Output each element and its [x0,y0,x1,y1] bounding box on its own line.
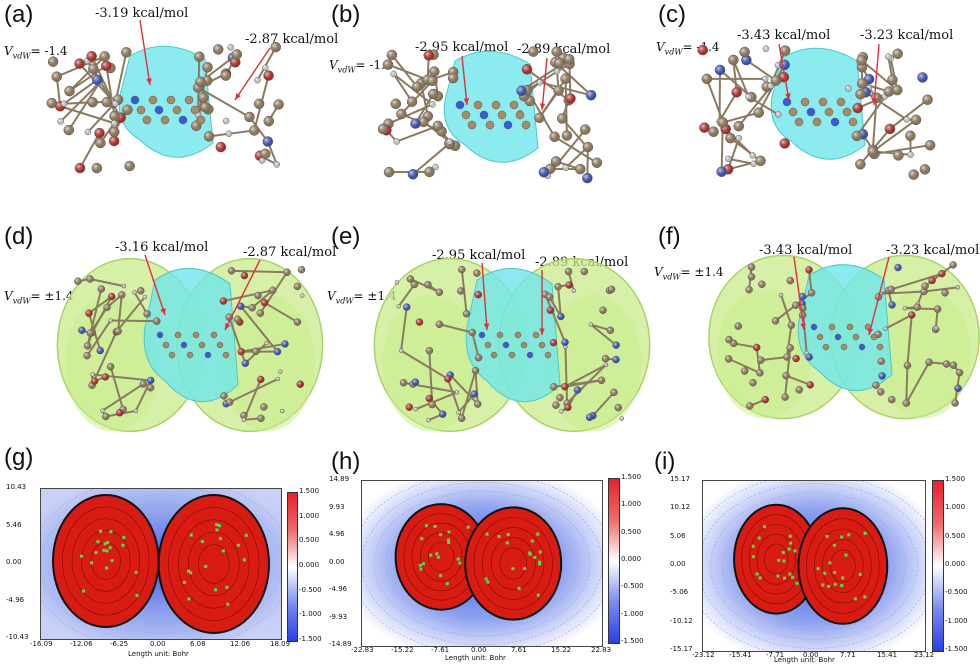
tick-label: -14.89 [329,641,352,648]
x-tick-label: 15.41 [877,652,897,659]
tick-label: -4.96 [6,597,24,604]
x-tick-label: 18.09 [270,641,290,648]
tick-label: -9.93 [329,614,347,621]
tick-label: -0.500 [299,587,322,594]
panel-f: (f) VvdW= ±1.4 -3.43 kcal/mol -3.23 kcal… [654,205,980,440]
tick-label: 0.000 [945,561,965,568]
tick-label: 5.06 [670,533,686,540]
tick-label: 15.17 [670,476,690,483]
tick-label: -4.96 [329,586,347,593]
tick-label: 0.000 [299,562,319,569]
x-tick-label: 12.06 [230,641,250,648]
tick-label: -1.000 [945,618,968,625]
x-tick-label: -16.09 [30,641,53,648]
tick-label: 5.46 [6,522,22,529]
molecule-vdw-surface [654,205,980,440]
plane-map [702,480,926,652]
tick-label: -10.12 [670,618,693,625]
x-tick-label: 23.12 [914,652,934,659]
tick-label: -1.500 [621,638,644,645]
panel-a: (a) VvdW= -1.4 -3.19 kcal/mol -2.87 kcal… [0,0,327,205]
tick-label: 0.00 [670,561,686,568]
plane-map-plot [362,481,602,646]
panel-h: (h) Length unit: Bohr 14.89 9.93 4.96 0.00 -… [327,440,654,663]
tick-label: 10.43 [6,484,26,491]
tick-label: 1.000 [945,504,965,511]
x-tick-label: -7.61 [431,647,449,654]
panel-b: (b) VvdW= -1.4 -2.95 kcal/mol -2.89 kcal… [327,0,654,205]
axis-unit-label: Length unit: Bohr [128,650,189,658]
panel-e: (e) VvdW= ±1.4 -2.95 kcal/mol -2.89 kcal… [327,205,654,440]
x-tick-label: 7.71 [840,652,856,659]
tick-label: -1.000 [299,611,322,618]
tick-label: 4.96 [329,531,345,538]
tick-label: -1.500 [299,636,322,643]
tick-label: 1.500 [945,476,965,483]
x-tick-label: -23.12 [692,652,715,659]
colorbar [608,478,620,644]
tick-label: 1.000 [299,513,319,520]
plane-map [40,488,282,640]
tick-label: 10.12 [670,504,690,511]
x-tick-label: 22.83 [591,647,611,654]
tick-label: -0.500 [621,583,644,590]
plane-map [361,480,603,647]
colorbar [287,492,298,642]
panel-label: (g) [4,446,33,470]
x-tick-label: 0.00 [150,641,166,648]
tick-label: -10.43 [6,634,29,641]
colorbar [932,480,944,652]
tick-label: 1.500 [621,474,641,481]
molecule-structure [0,0,327,205]
molecule-structure [327,0,654,205]
plane-map-plot [41,489,281,639]
x-tick-label: 6.08 [190,641,206,648]
x-tick-label: 7.61 [511,647,527,654]
x-tick-label: -6.25 [110,641,128,648]
axis-unit-label: Length unit: Bohr [445,654,506,662]
panel-d: (d) VvdW= ±1.4 -3.16 kcal/mol -2.87 kcal… [0,205,327,440]
x-tick-label: -22.83 [351,647,374,654]
tick-label: 0.500 [299,537,319,544]
x-tick-label: 0.00 [471,647,487,654]
x-tick-label: -15.41 [729,652,752,659]
x-tick-label: -15.22 [391,647,414,654]
panel-c: (c) VvdW= -1.4 -3.43 kcal/mol -3.23 kcal… [654,0,980,205]
tick-label: 0.500 [945,533,965,540]
x-tick-label: 0.00 [803,652,819,659]
molecule-vdw-surface [0,205,327,440]
tick-label: -0.500 [945,589,968,596]
tick-label: 1.500 [299,488,319,495]
molecule-structure [654,0,980,205]
tick-label: -1.000 [621,611,644,618]
x-tick-label: 15.22 [551,647,571,654]
tick-label: 9.93 [329,504,345,511]
tick-label: 1.000 [621,501,641,508]
plane-map-plot [703,481,925,651]
tick-label: 0.500 [621,529,641,536]
panel-label: (i) [654,450,675,474]
molecule-vdw-surface [327,205,654,440]
tick-label: -15.17 [670,646,693,653]
x-tick-label: -12.06 [70,641,93,648]
tick-label: 0.00 [329,559,345,566]
panel-g: (g) Length unit: Bohr 10.43 5.46 0.00 -4.96… [0,440,327,663]
tick-label: -1.500 [945,646,968,653]
tick-label: -5.06 [670,589,688,596]
tick-label: 0.000 [621,556,641,563]
panel-label: (h) [331,450,360,474]
tick-label: 14.89 [329,476,349,483]
tick-label: 0.00 [6,559,22,566]
x-tick-label: -7.71 [766,652,784,659]
